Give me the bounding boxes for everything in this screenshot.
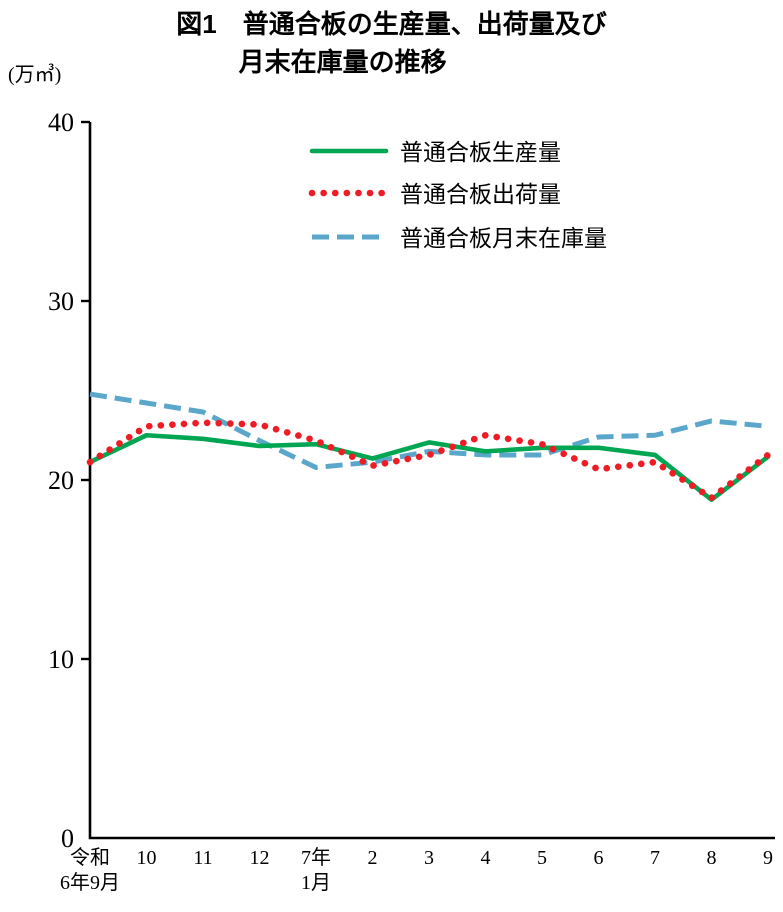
x-tick-label: 6年9月 bbox=[60, 871, 120, 894]
y-tick-label: 0 bbox=[61, 824, 74, 853]
chart-title-line1: 図1 普通合板の生産量、出荷量及び bbox=[176, 9, 607, 39]
y-tick-label: 20 bbox=[48, 466, 74, 495]
y-tick-label: 30 bbox=[48, 287, 74, 316]
y-tick-label: 10 bbox=[48, 645, 74, 674]
x-tick-label: 4 bbox=[481, 847, 491, 869]
x-tick-label: 5 bbox=[537, 847, 547, 869]
x-tick-label: 6 bbox=[594, 847, 604, 869]
series-solid-line bbox=[87, 432, 771, 502]
x-tick-label: 1月 bbox=[301, 872, 331, 894]
legend-label: 普通合板出荷量 bbox=[400, 181, 561, 207]
x-tick-label: 2 bbox=[368, 847, 378, 869]
x-tick-label: 7 bbox=[650, 847, 660, 869]
legend-label: 普通合板月末在庫量 bbox=[400, 225, 607, 251]
x-tick-label: 8 bbox=[707, 847, 717, 869]
x-tick-label: 令和 bbox=[70, 846, 110, 869]
chart-title: 図1 普通合板の生産量、出荷量及び 月末在庫量の推移 bbox=[0, 6, 783, 81]
x-tick-label: 11 bbox=[193, 847, 212, 869]
y-axis-unit-label: (万㎥) bbox=[8, 64, 62, 86]
x-tick-label: 3 bbox=[424, 847, 434, 869]
x-tick-label: 10 bbox=[137, 847, 157, 869]
y-tick-label: 40 bbox=[48, 108, 74, 137]
x-tick-label: 9 bbox=[763, 847, 773, 869]
x-tick-label: 7年 bbox=[301, 846, 331, 869]
legend-label: 普通合板生産量 bbox=[400, 139, 561, 165]
series-dotted-line bbox=[86, 419, 772, 502]
x-tick-label: 12 bbox=[250, 847, 270, 869]
axes bbox=[88, 122, 775, 840]
series-dashed-line bbox=[89, 391, 769, 470]
chart-title-line2: 月末在庫量の推移 bbox=[238, 46, 447, 77]
